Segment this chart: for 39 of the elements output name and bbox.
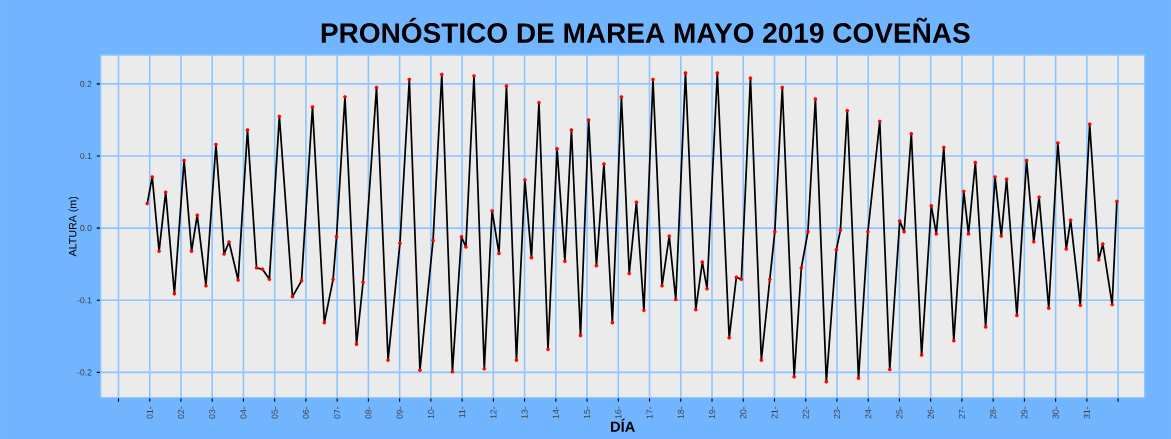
x-axis-title: DÍA [611,418,635,432]
x-tick-label: 10- [427,406,434,419]
x-tick-label: 17- [646,406,653,419]
x-tick-label: 23- [833,406,841,419]
x-tick-label: 08- [365,406,372,419]
x-tick-label: 21- [771,406,778,419]
x-tick-label: 24- [865,406,872,419]
x-tick-label: 02- [177,406,185,419]
x-tick-label: 01- [146,406,153,419]
x-tick-label: 13- [521,406,528,419]
x-tick-label: 12- [490,406,497,419]
x-tick-label: 20- [740,406,747,419]
x-tick-label: 27- [958,406,965,419]
y-tick-label: -0.1 [77,297,92,304]
x-tick-label: 14- [552,406,559,419]
x-tick-label: 03- [209,406,216,419]
x-tick-label: 19- [708,406,716,419]
x-tick-label: 25- [896,406,903,419]
y-tick-label: 0.1 [80,152,92,160]
x-tick-label: 05- [271,406,278,419]
x-tick-label: 29- [1021,406,1028,419]
x-tick-label: 22- [802,406,809,419]
x-tick-label: 18- [677,406,684,419]
x-tick-label: 04- [240,406,247,419]
x-tick-label: 15- [584,406,591,419]
y-tick-label: 0.0 [80,225,92,232]
x-tick-label: 31- [1083,406,1090,419]
y-axis-title: ALTURA (m) [68,196,79,257]
x-tick-label: 06- [302,406,309,419]
x-tick-label: 28- [990,406,997,419]
y-tick-label: -0.2 [77,369,92,376]
x-tick-label: 09- [396,406,403,419]
x-tick-label: 26- [927,406,934,419]
x-tick-label: 16- [615,406,622,419]
x-tick-label: 07- [334,406,341,419]
chart-title: PRONÓSTICO DE MAREA MAYO 2019 COVEÑAS [321,17,970,43]
x-tick-label: 11- [459,406,466,418]
x-tick-label: 30- [1052,406,1059,419]
y-tick-label: 0.2 [80,80,92,87]
